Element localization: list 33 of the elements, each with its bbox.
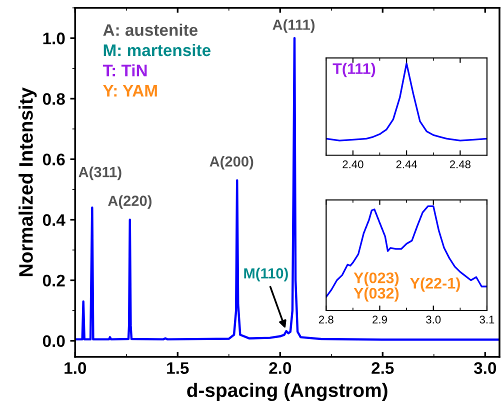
y-tick-label: 0.8: [42, 93, 65, 105]
y-tick-label: 0.6: [42, 154, 65, 166]
annotation: Y: YAM: [103, 85, 157, 97]
annotation: A(200): [210, 156, 254, 170]
x-tick-label: 1.0: [64, 362, 86, 374]
y-tick-label: 0.4: [42, 214, 66, 226]
y-tick-label: 1.0: [43, 32, 65, 44]
x-tick-label: 3.0: [426, 316, 441, 324]
line-series: [75, 37, 500, 341]
annotation: M(110): [244, 268, 288, 282]
y-tick-label: 0.2: [42, 274, 65, 286]
x-tick-label: 2.9: [372, 316, 387, 324]
annotation: M: martensite: [104, 44, 211, 56]
x-tick-label: 2.8: [318, 316, 334, 324]
x-tick-label: 1.5: [167, 362, 189, 374]
annotation: A: austenite: [103, 24, 198, 36]
annotation: T(111): [332, 62, 376, 78]
x-tick-label: 2.5: [372, 362, 394, 374]
x-tick-label: 2.48: [450, 160, 470, 168]
annotation: A(220): [108, 195, 152, 209]
x-tick-label: 2.40: [342, 160, 364, 168]
annotation: T: TiN: [102, 64, 147, 76]
x-tick-label: 3.1: [480, 316, 494, 324]
y-axis-title: Normalized Intensity: [18, 87, 37, 276]
x-tick-label: 2.44: [396, 160, 418, 168]
annotation: A(111): [272, 19, 315, 33]
annotation: Y(023) Y(032): [354, 272, 399, 302]
x-tick-label: 3.0: [474, 362, 496, 374]
y-tick-label: 0.0: [42, 335, 65, 348]
x-axis-title: d-spacing (Angstrom): [187, 382, 388, 402]
annotation: A(311): [78, 166, 122, 180]
annotation: Y(22-1): [410, 277, 460, 292]
x-tick-label: 2.0: [269, 362, 292, 374]
